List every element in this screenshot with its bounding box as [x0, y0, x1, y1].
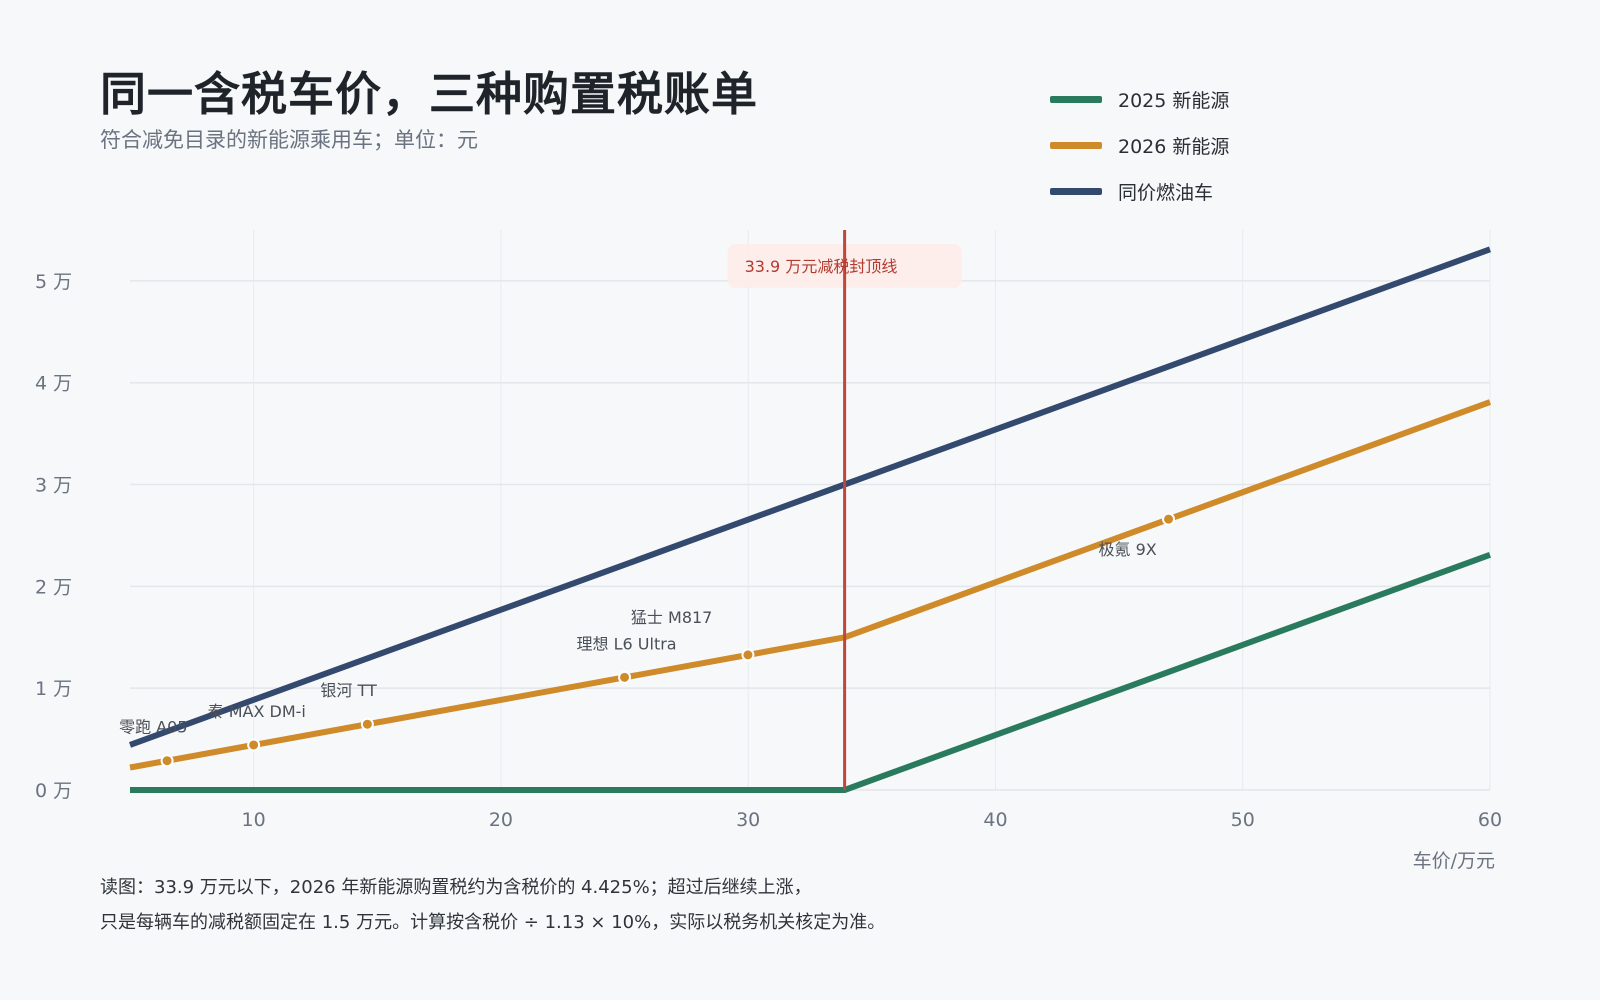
car-point-label: 极氪 9X	[1099, 540, 1157, 559]
series-lines	[128, 246, 1492, 793]
car-point-label: 银河 TT	[320, 681, 377, 700]
cap-line-group: 33.9 万元减税封顶线	[727, 230, 962, 790]
y-tick-label: 5 万	[35, 271, 72, 293]
x-tick-label: 50	[1231, 809, 1255, 831]
footnote-line-1: 读图：33.9 万元以下，2026 年新能源购置税约为含税价的 4.425%；超…	[100, 877, 812, 898]
car-point	[247, 738, 261, 752]
y-tick-label: 3 万	[35, 475, 72, 497]
car-point-label: 猛士 M817	[631, 608, 712, 627]
legend-label-fuel: 同价燃油车	[1118, 181, 1214, 204]
y-tick-label: 4 万	[35, 373, 72, 395]
legend-item-2025-nev: 2025 新能源	[1050, 76, 1229, 122]
car-point	[360, 717, 374, 731]
legend-swatch-2026-nev	[1050, 141, 1102, 149]
x-axis-title: 车价/万元	[1413, 850, 1495, 872]
x-tick-label: 30	[736, 809, 760, 831]
series-line-2	[128, 246, 1492, 748]
legend-item-fuel: 同价燃油车	[1050, 168, 1229, 214]
legend-label-2026-nev: 2026 新能源	[1118, 135, 1230, 158]
car-point-label: 理想 L6 Ultra	[577, 634, 677, 653]
grid	[130, 230, 1491, 791]
car-point	[618, 670, 632, 684]
cap-line-label: 33.9 万元减税封顶线	[745, 257, 898, 276]
footnote-line-2: 只是每辆车的减税额固定在 1.5 万元。计算按含税价 ÷ 1.13 × 10%，…	[100, 912, 886, 933]
legend-swatch-2025-nev	[1050, 95, 1102, 103]
legend-item-2026-nev: 2026 新能源	[1050, 122, 1229, 168]
car-point-label: 零跑 A05	[119, 718, 187, 737]
car-point	[1162, 512, 1176, 526]
x-tick-label: 40	[983, 809, 1007, 831]
car-point	[741, 648, 755, 662]
chart-title: 同一含税车价，三种购置税账单	[100, 67, 758, 121]
footnote: 读图：33.9 万元以下，2026 年新能源购置税约为含税价的 4.425%；超…	[100, 870, 885, 940]
legend-label-2025-nev: 2025 新能源	[1118, 89, 1230, 112]
car-point-label: 秦 MAX DM-i	[208, 702, 306, 721]
legend: 2025 新能源 2026 新能源 同价燃油车	[1050, 76, 1229, 214]
y-tick-label: 1 万	[35, 678, 72, 700]
series-line-1	[129, 399, 1492, 771]
car-points: 零跑 A05 秦 MAX DM-i 银河 TT 理想 L6 Ultra 猛士 M817 极…	[119, 512, 1176, 768]
x-tick-label: 60	[1478, 809, 1502, 831]
legend-swatch-fuel	[1050, 187, 1102, 195]
chart-subtitle: 符合减免目录的新能源乘用车；单位：元	[100, 128, 478, 152]
x-tick-label: 20	[489, 809, 513, 831]
x-tick-label: 10	[242, 809, 266, 831]
y-tick-label: 2 万	[35, 576, 72, 598]
y-tick-label: 0 万	[35, 780, 72, 802]
axes: 10 20 30 40 50 60 0 万 1 万 2 万 3 万 4 万 5 万车价/万元	[35, 271, 1502, 872]
car-point	[160, 754, 174, 768]
